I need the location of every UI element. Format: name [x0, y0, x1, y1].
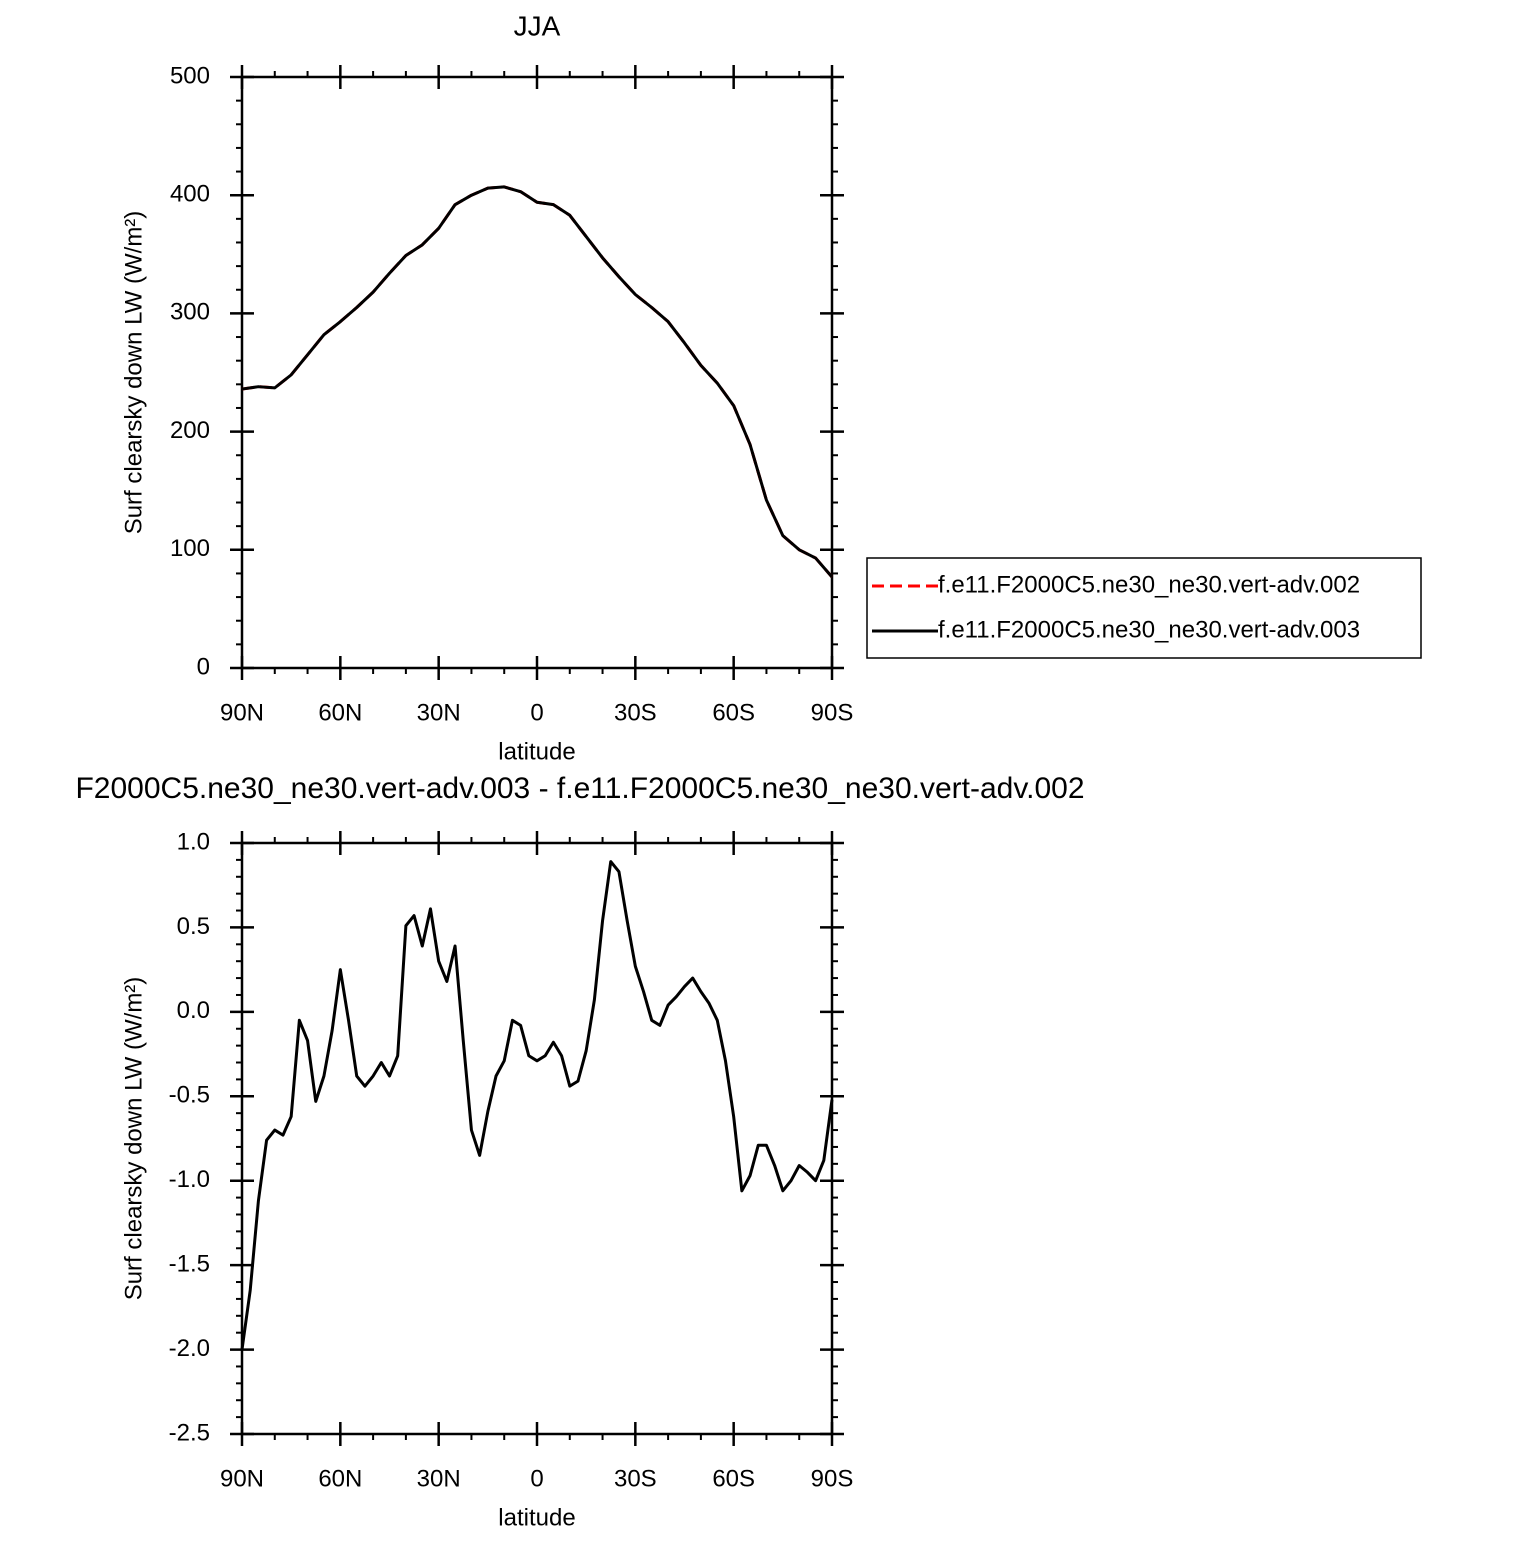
chart-title: F2000C5.ne30_ne30.vert-adv.003 - f.e11.F… — [75, 772, 1084, 805]
legend-box — [866, 557, 1422, 659]
x-tick-label: 60N — [318, 1465, 362, 1492]
y-tick-label: 100 — [170, 535, 210, 562]
series-line — [241, 185, 834, 578]
y-tick-label: -0.5 — [169, 1082, 210, 1109]
x-tick-label: 30S — [614, 699, 657, 726]
x-tick-label: 60N — [318, 699, 362, 726]
x-tick-label: 90S — [811, 1465, 854, 1492]
y-tick-label: 1.0 — [177, 828, 210, 855]
y-tick-label: -2.5 — [169, 1419, 210, 1446]
y-tick-label: 0 — [197, 653, 210, 680]
x-tick-label: 90N — [220, 1465, 264, 1492]
x-tick-label: 60S — [712, 699, 755, 726]
y-tick-label: 500 — [170, 62, 210, 89]
legend-label: f.e11.F2000C5.ne30_ne30.vert-adv.003 — [938, 616, 1360, 643]
x-axis-label: latitude — [498, 738, 575, 765]
plot-frame — [240, 75, 834, 670]
x-tick-label: 30N — [417, 1465, 461, 1492]
x-tick-label: 90S — [811, 699, 854, 726]
x-tick-label: 0 — [530, 1465, 543, 1492]
x-tick-label: 90N — [220, 699, 264, 726]
y-tick-label: 200 — [170, 417, 210, 444]
y-axis-label: Surf clearsky down LW (W/m²) — [120, 977, 147, 1301]
x-tick-label: 30N — [417, 699, 461, 726]
legend-label: f.e11.F2000C5.ne30_ne30.vert-adv.002 — [938, 571, 1360, 598]
series-line — [241, 185, 834, 578]
y-tick-label: 0.0 — [177, 997, 210, 1024]
x-axis-label: latitude — [498, 1504, 575, 1531]
x-tick-label: 30S — [614, 1465, 657, 1492]
y-tick-label: 400 — [170, 181, 210, 208]
y-tick-label: -2.0 — [169, 1335, 210, 1362]
y-tick-label: -1.0 — [169, 1166, 210, 1193]
plot-frame — [240, 841, 834, 1436]
x-tick-label: 60S — [712, 1465, 755, 1492]
y-axis-label: Surf clearsky down LW (W/m²) — [120, 211, 147, 535]
y-tick-label: -1.5 — [169, 1250, 210, 1277]
y-tick-label: 300 — [170, 299, 210, 326]
y-tick-label: 0.5 — [177, 913, 210, 940]
chart-title: JJA — [514, 10, 561, 41]
series-line — [240, 860, 834, 1350]
x-tick-label: 0 — [530, 699, 543, 726]
